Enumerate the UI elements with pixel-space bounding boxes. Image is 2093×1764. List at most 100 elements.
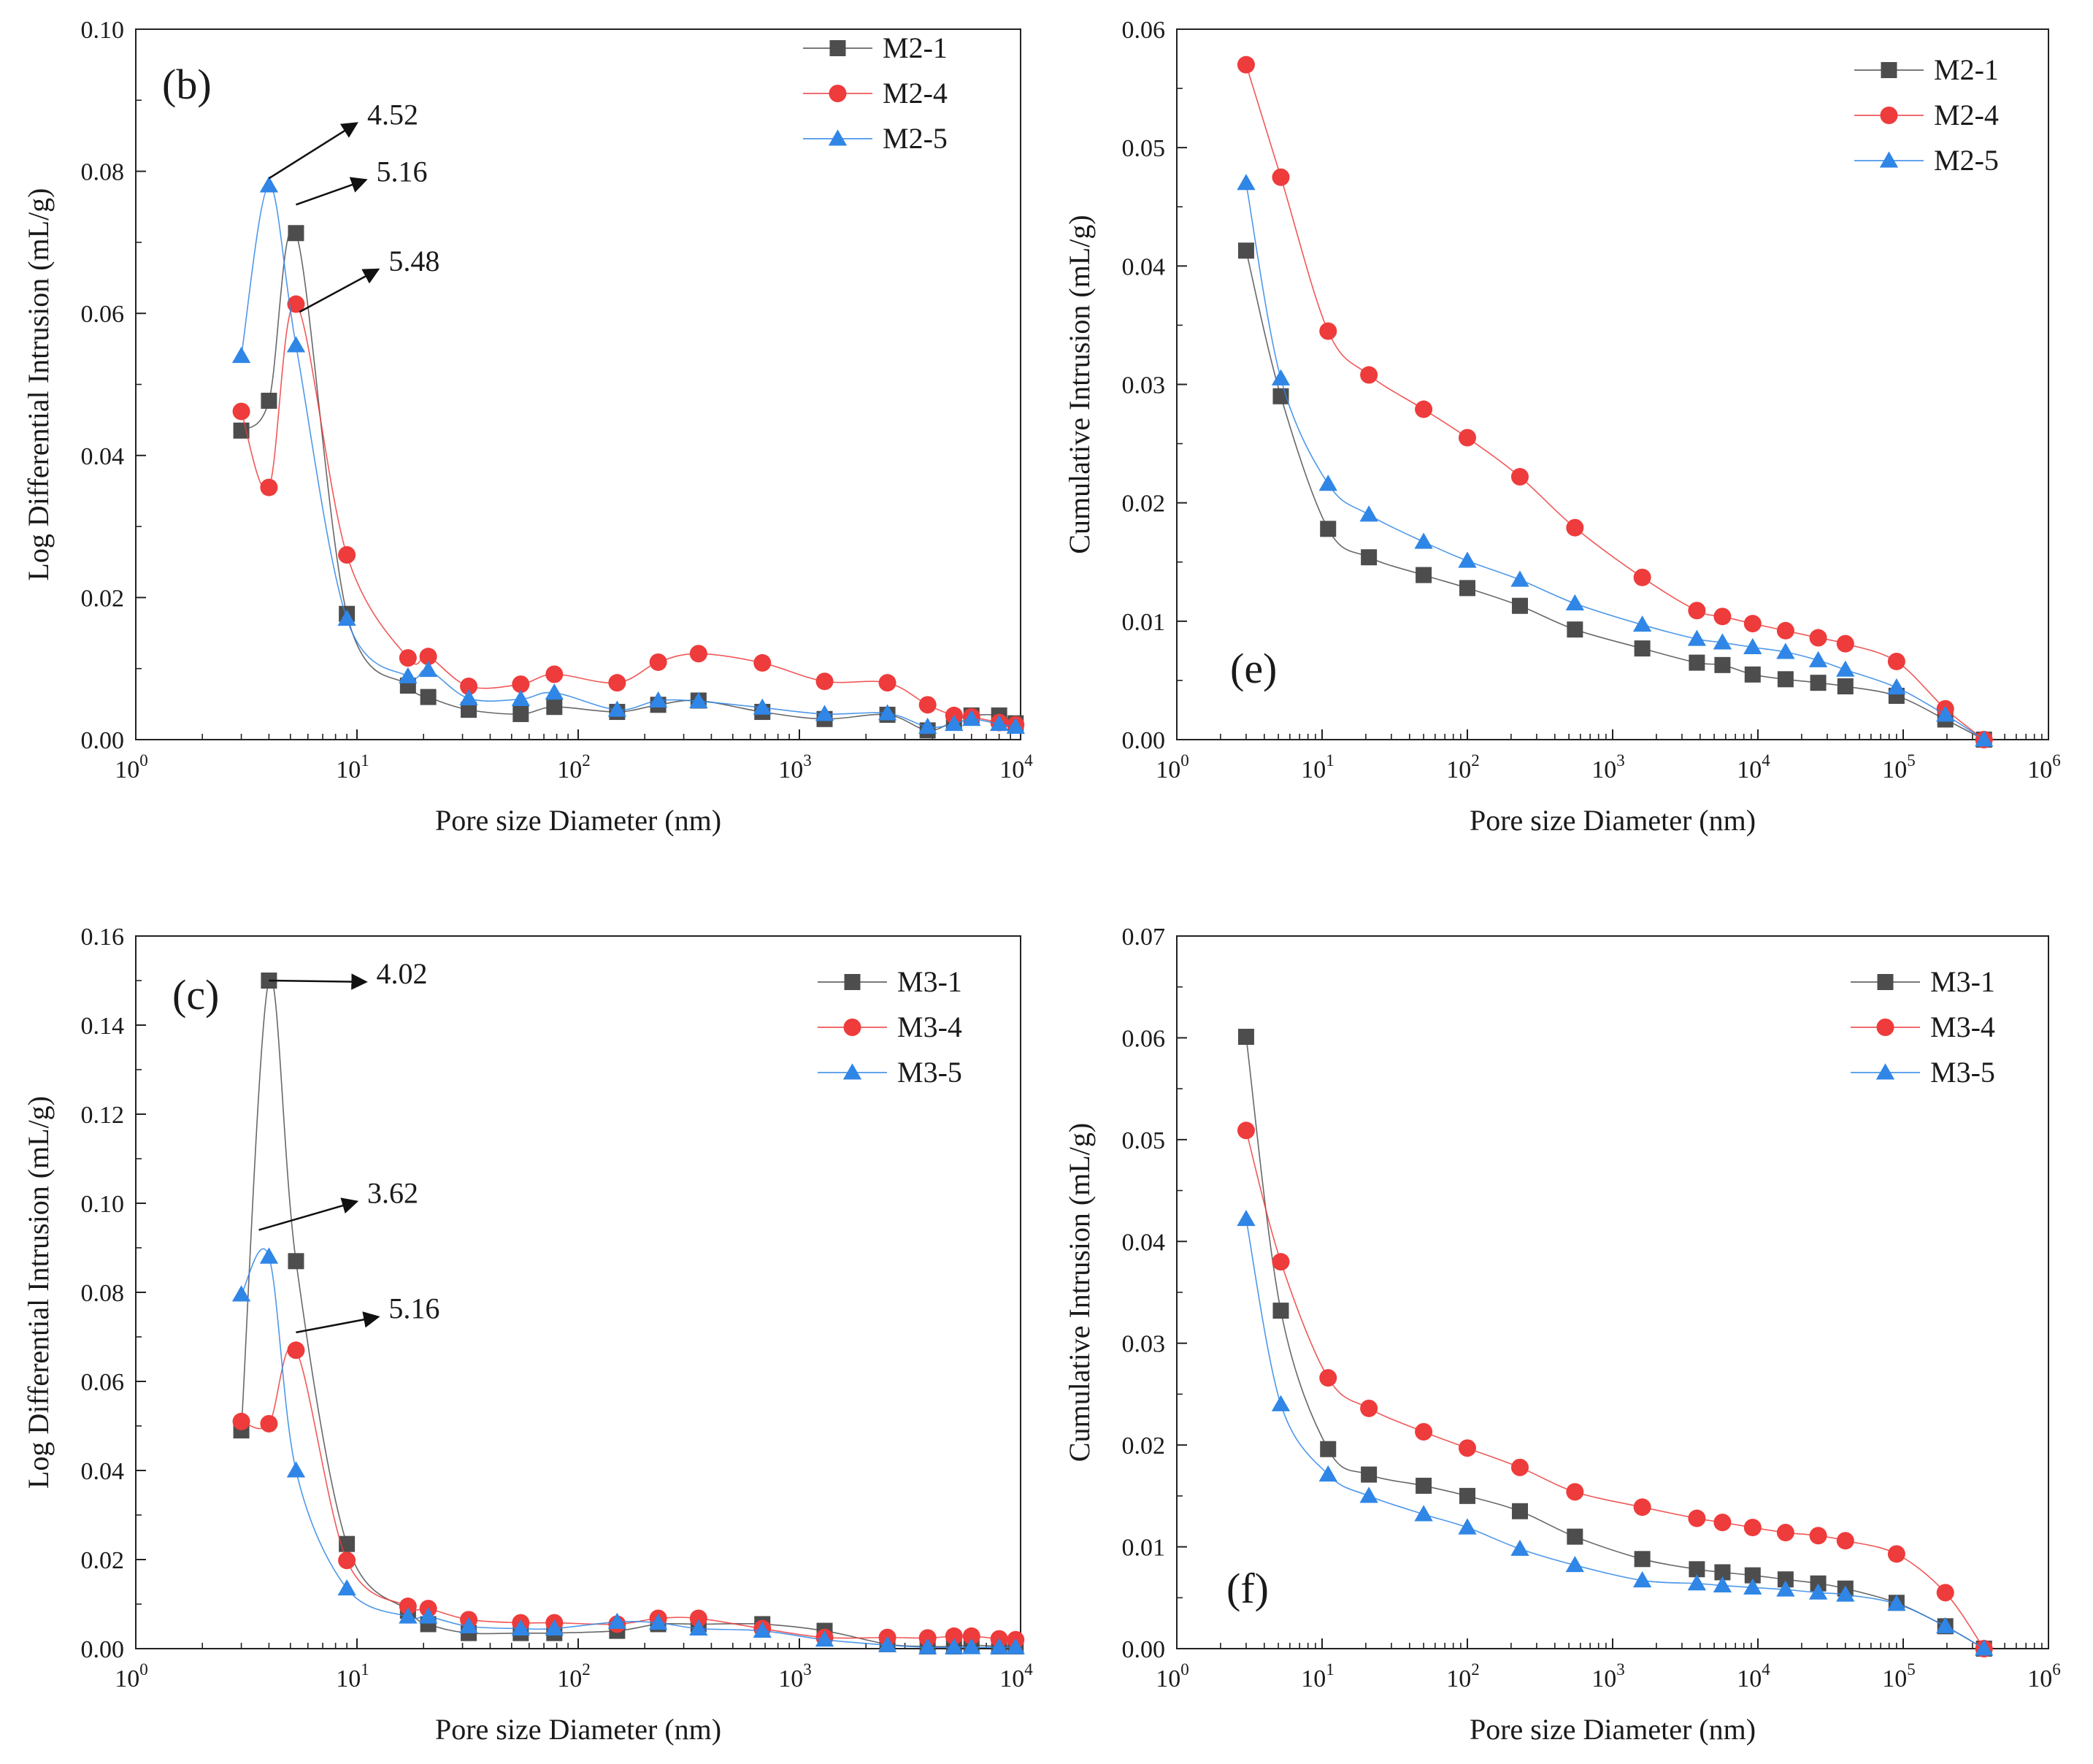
x-tick-label: 102 <box>1446 1660 1480 1692</box>
annotation-label: 5.16 <box>388 1292 439 1325</box>
x-tick-label: 102 <box>557 751 591 783</box>
y-tick-label: 0.08 <box>81 1280 125 1307</box>
data-point-M2-1 <box>1634 640 1651 657</box>
series-line-M3-4 <box>241 1346 1016 1641</box>
x-tick-exponent: 1 <box>361 751 369 770</box>
data-point-M3-1 <box>1689 1561 1705 1578</box>
legend-entry-M3-1: M3-1 <box>1930 965 1995 998</box>
data-point-M2-1 <box>1416 567 1432 583</box>
y-tick-label: 0.04 <box>81 443 125 470</box>
data-point-M3-1 <box>1634 1551 1651 1568</box>
series-line-M2-5 <box>1245 183 1985 740</box>
annotation-arrow <box>268 122 358 180</box>
x-tick-base: 10 <box>115 1665 139 1692</box>
plot-frame <box>1176 935 2049 1649</box>
data-point-M2-4 <box>608 674 626 692</box>
y-tick-label: 0.03 <box>1122 1331 1166 1358</box>
y-tick-label: 0.00 <box>1122 727 1166 754</box>
data-point-M3-4 <box>962 1627 980 1645</box>
data-point-M2-4 <box>419 648 437 666</box>
data-point-M3-5 <box>1632 1571 1652 1588</box>
data-point-M2-1 <box>420 689 437 705</box>
x-tick-exponent: 0 <box>139 751 148 770</box>
x-tick-base: 10 <box>999 756 1024 783</box>
data-point-M3-5 <box>545 1619 564 1636</box>
data-point-M2-4 <box>260 478 278 496</box>
data-point-M3-1 <box>1744 1567 1761 1584</box>
data-point-M2-5 <box>1006 717 1025 734</box>
data-point-M3-5 <box>1318 1465 1337 1482</box>
data-point-M3-4 <box>232 1412 250 1430</box>
data-point-M3-5 <box>877 1635 897 1652</box>
data-point-M2-1 <box>1320 521 1337 537</box>
data-point-M3-5 <box>1006 1638 1025 1654</box>
data-point-M2-1 <box>1511 597 1528 614</box>
data-point-M2-5 <box>1565 594 1584 610</box>
x-tick-label: 106 <box>2027 1660 2061 1692</box>
legend-marker-M2-4 <box>829 85 847 102</box>
y-tick-label: 0.10 <box>81 17 125 44</box>
x-tick-exponent: 1 <box>361 1660 369 1679</box>
annotation-label: 3.62 <box>367 1177 418 1210</box>
data-point-M3-5 <box>815 1630 834 1647</box>
x-tick-label: 101 <box>1301 1660 1334 1692</box>
data-point-M3-4 <box>1415 1423 1433 1441</box>
data-point-M3-4 <box>1713 1514 1732 1532</box>
data-point-M3-1 <box>1416 1477 1432 1494</box>
y-tick-label: 0.06 <box>81 1369 125 1396</box>
data-point-M3-4 <box>1936 1584 1954 1602</box>
data-point-M2-4 <box>918 696 937 714</box>
x-tick-base: 10 <box>1446 1665 1471 1692</box>
data-point-M3-5 <box>1713 1576 1732 1593</box>
x-tick-exponent: 6 <box>2052 1660 2061 1679</box>
data-point-M3-4 <box>1836 1532 1854 1550</box>
series-line-M3-5 <box>240 1248 1016 1649</box>
series-line-M2-4 <box>240 303 1016 726</box>
data-point-M2-4 <box>1566 518 1584 537</box>
y-tick-label: 0.03 <box>1122 372 1166 399</box>
data-point-M2-5 <box>459 689 478 706</box>
x-tick-base: 10 <box>336 1665 361 1692</box>
y-tick-label: 0.07 <box>1122 924 1166 951</box>
x-tick-exponent: 1 <box>1326 751 1334 770</box>
x-tick-base: 10 <box>1301 756 1326 783</box>
data-point-M2-5 <box>877 704 897 721</box>
data-point-M2-4 <box>545 665 564 683</box>
y-tick-label: 0.01 <box>1122 609 1166 636</box>
x-tick-label: 102 <box>557 1660 591 1692</box>
data-point-M2-5 <box>1936 705 1955 722</box>
legend-marker-M2-5 <box>828 129 848 146</box>
data-point-M3-4 <box>1459 1439 1476 1457</box>
data-point-M3-1 <box>1511 1503 1528 1519</box>
panel-label: (e) <box>1230 645 1277 692</box>
data-point-M2-5 <box>945 714 964 732</box>
x-tick-label: 100 <box>1156 1660 1189 1692</box>
data-point-M2-4 <box>815 672 834 691</box>
data-point-M2-5 <box>1510 570 1529 587</box>
data-point-M3-1 <box>1272 1303 1289 1319</box>
legend-entry-M3-4: M3-4 <box>1930 1011 1995 1043</box>
legend-marker-M2-1 <box>829 40 846 56</box>
x-tick-base: 10 <box>1591 1665 1616 1692</box>
legend-entry-M2-4: M2-4 <box>883 77 948 110</box>
x-tick-label: 100 <box>115 1660 148 1692</box>
chart-panel-b: 100 101 102 103 1040.000.020.040.060.080.10P… <box>22 17 1033 837</box>
x-tick-exponent: 4 <box>1024 1660 1033 1679</box>
data-point-M3-5 <box>1271 1395 1291 1411</box>
plot-frame <box>1176 28 2049 740</box>
x-tick-label: 104 <box>999 751 1033 783</box>
x-tick-exponent: 3 <box>1616 751 1625 770</box>
data-point-M3-5 <box>1776 1580 1795 1597</box>
y-tick-label: 0.06 <box>81 301 125 328</box>
y-tick-label: 0.14 <box>81 1013 125 1040</box>
data-point-M2-5 <box>1458 551 1477 568</box>
y-tick-label: 0.05 <box>1122 135 1166 162</box>
x-tick-base: 10 <box>336 756 361 783</box>
data-point-M3-5 <box>689 1619 708 1636</box>
data-point-M2-5 <box>1743 637 1762 654</box>
data-point-M3-1 <box>1361 1466 1378 1483</box>
data-point-M2-5 <box>607 700 627 717</box>
x-tick-label: 103 <box>778 1660 812 1692</box>
data-point-M3-1 <box>1777 1571 1794 1588</box>
